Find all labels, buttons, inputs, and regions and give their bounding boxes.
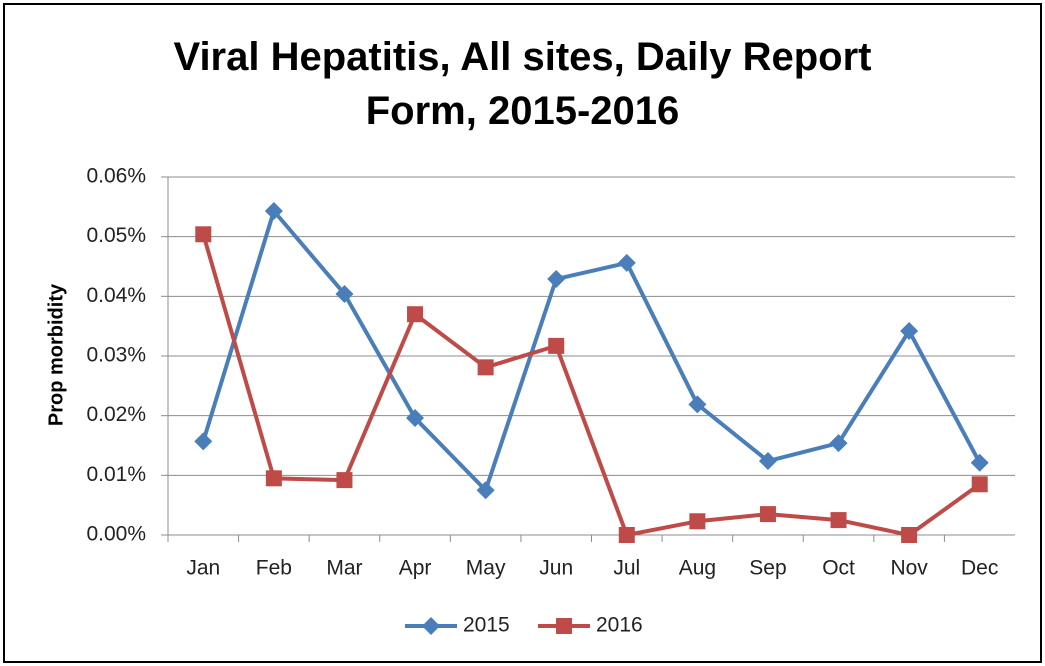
- y-tick-label: 0.02%: [86, 403, 146, 426]
- data-point: [970, 453, 989, 472]
- data-point: [548, 337, 565, 354]
- x-tick-label: Nov: [890, 557, 928, 580]
- chart-frame: [3, 3, 1042, 663]
- data-point: [477, 359, 494, 376]
- data-point: [618, 527, 635, 543]
- data-point: [547, 270, 566, 289]
- y-tick-label: 0.04%: [86, 284, 146, 307]
- data-point: [336, 472, 353, 489]
- x-tick-label: Feb: [256, 557, 292, 580]
- legend-marker: [422, 617, 440, 635]
- y-tick-label: 0.03%: [86, 344, 146, 367]
- chart-title: Viral Hepatitis, All sites, Daily Report…: [173, 35, 872, 133]
- data-point: [335, 284, 354, 303]
- x-tick-label: May: [466, 557, 506, 580]
- data-point: [689, 513, 706, 530]
- data-point: [194, 432, 213, 451]
- data-point: [195, 226, 212, 243]
- data-point: [476, 481, 495, 500]
- legend-label: 2016: [596, 614, 643, 637]
- x-tick-label: Oct: [822, 557, 855, 580]
- x-tick-label: Aug: [679, 557, 716, 580]
- data-point: [830, 512, 847, 529]
- x-tick-label: Jan: [186, 557, 220, 580]
- y-axis-label: Prop morbidity: [45, 283, 67, 426]
- y-tick-label: 0.00%: [86, 523, 146, 546]
- data-point: [758, 452, 777, 471]
- y-tick-label: 0.05%: [86, 224, 146, 247]
- x-tick-label: Jun: [539, 557, 573, 580]
- data-point: [406, 409, 425, 428]
- x-tick-label: Mar: [326, 557, 362, 580]
- legend-label: 2015: [463, 614, 510, 637]
- y-tick-label: 0.01%: [86, 463, 146, 486]
- data-point: [759, 506, 776, 523]
- x-tick-label: Apr: [399, 557, 432, 580]
- data-point: [971, 476, 988, 493]
- data-point: [407, 306, 424, 323]
- data-point: [264, 202, 283, 221]
- legend-marker: [556, 618, 572, 634]
- data-point: [900, 321, 919, 340]
- x-tick-label: Sep: [749, 557, 786, 580]
- series-line: [201, 233, 981, 537]
- x-tick-label: Dec: [961, 557, 998, 580]
- y-tick-label: 0.06%: [86, 165, 146, 188]
- data-point: [829, 434, 848, 453]
- data-point: [265, 470, 282, 487]
- data-point: [617, 253, 636, 272]
- x-tick-label: Jul: [613, 557, 640, 580]
- data-point: [901, 527, 918, 543]
- data-point: [688, 395, 707, 414]
- series-line: [201, 209, 982, 493]
